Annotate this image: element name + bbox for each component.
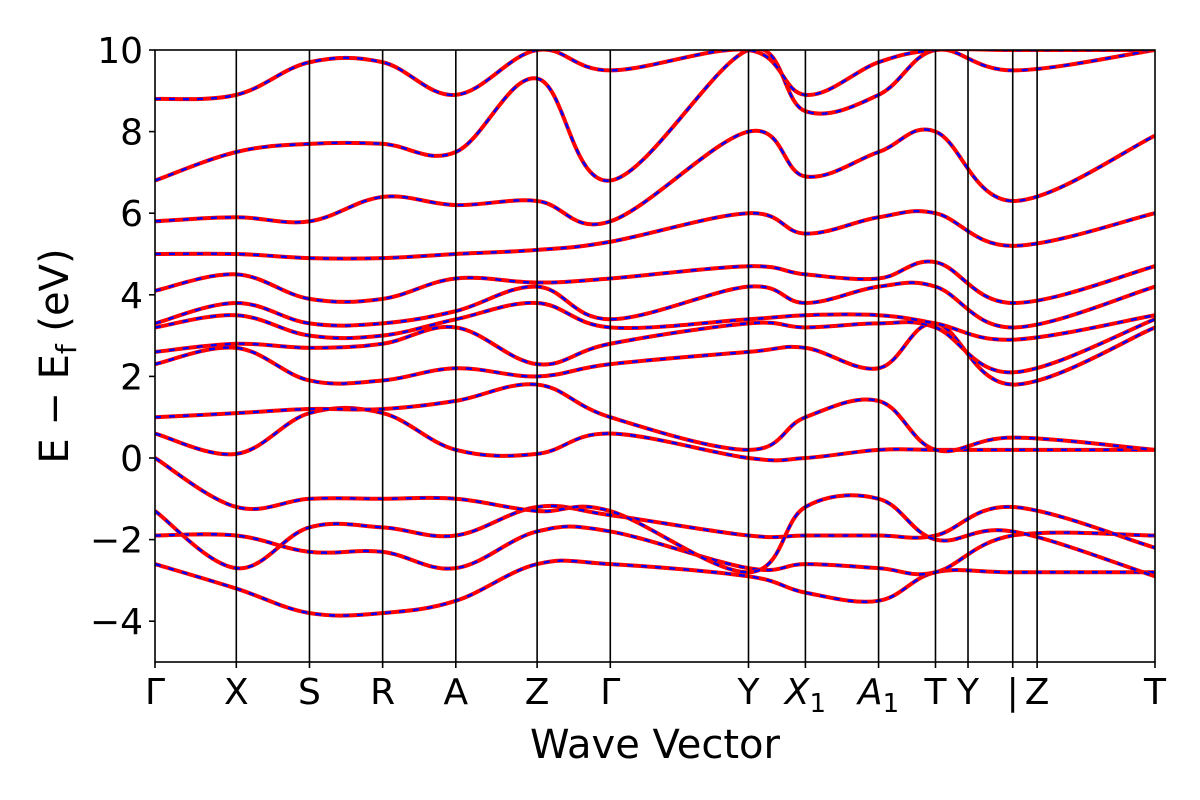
band-14-dashed-line [155,50,1155,101]
x-tick-label-14: T [1143,672,1167,713]
x-tick-label-2: S [298,672,321,713]
x-tick-label-9: A1 [856,672,899,719]
band-10-dashed-line [155,260,1155,305]
y-axis-title-subscript: f [50,343,83,354]
band-12-dashed-line [155,128,1155,226]
y-tick-label-6: 8 [120,113,143,154]
plot-frame [154,49,1156,663]
band-14-line [155,50,1155,102]
y-tick-label-5: 6 [120,194,143,235]
y-axis-title-main: E − E [32,354,78,464]
band-9-line [155,280,1155,330]
high-symmetry-lines [235,50,1038,662]
x-tick-label-0: Γ [145,672,165,713]
band-6-line [155,321,1155,387]
x-axis-ticks: Γ X S R A Z Γ Y X1 A1 T Y | Z T [145,662,1167,719]
x-tick-label-11: Y [956,672,980,713]
band-0-line [155,558,1155,618]
band-3-line [155,456,1155,579]
y-axis-title: E − Ef (eV) [32,248,83,463]
x-tick-label-3: R [370,672,395,713]
x-tick-label-8: X1 [783,672,826,719]
x-tick-label-10: T [923,672,947,713]
y-tick-label-3: 2 [120,357,143,398]
y-tick-label-2: 0 [120,439,143,480]
y-tick-label-0: −4 [90,602,143,643]
y-tick-label-1: −2 [90,521,143,562]
band-11-dashed-line [155,209,1155,260]
band-13-line [155,50,1155,183]
y-tick-label-7: 10 [97,31,143,72]
y-tick-label-4: 4 [120,276,143,317]
band-3-dashed-line [155,456,1155,578]
band-6-dashed-line [155,322,1155,386]
band-4-line [155,405,1155,463]
band-9-dashed-line [155,281,1155,329]
band-11-line [155,209,1155,261]
x-tick-label-13: Z [1025,672,1050,713]
x-tick-label-7: Y [736,672,760,713]
x-axis-title: Wave Vector [530,722,781,768]
y-axis-title-unit: (eV) [32,248,78,344]
x-tick-label-1: X [224,672,249,713]
x-tick-label-12: | [1007,672,1019,713]
x-tick-label-6: Γ [600,672,620,713]
x-tick-label-5: Z [525,672,550,713]
x-tick-label-4: A [443,672,468,713]
band-lines [155,50,1155,618]
y-axis-ticks: −4 −2 0 2 4 6 8 10 [90,31,155,643]
band-10-line [155,259,1155,305]
